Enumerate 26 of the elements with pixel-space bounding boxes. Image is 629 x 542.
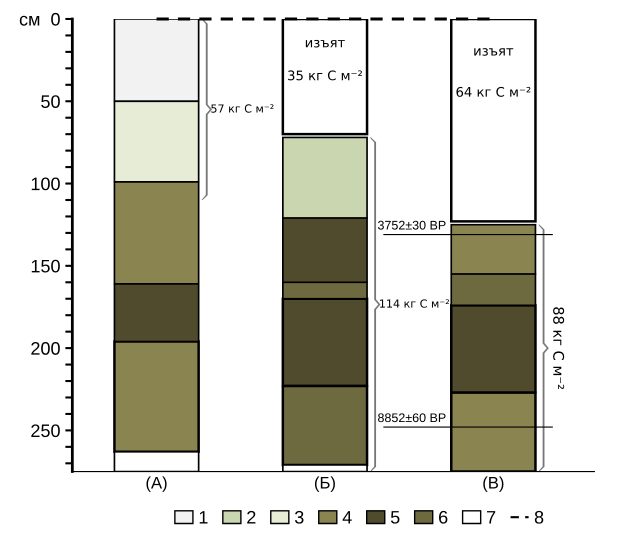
x-tick-label: (Б) xyxy=(314,476,335,492)
annotation: 114 кг C м⁻² xyxy=(380,299,449,308)
legend-label: 5 xyxy=(390,511,400,524)
annotation: 57 кг C м⁻² xyxy=(211,104,274,113)
annotation: 64 кг C м⁻² xyxy=(456,86,530,97)
legend-label: 2 xyxy=(247,510,256,524)
legend-label: 8 xyxy=(534,510,544,524)
y-tick-label: см 0 xyxy=(20,12,60,26)
ref-line-label: 3752±30 BP xyxy=(378,220,446,230)
y-tick-label: 150 xyxy=(32,260,60,273)
legend-label: 7 xyxy=(487,511,496,524)
x-tick-label: (А) xyxy=(146,476,167,492)
legend-label: 4 xyxy=(342,511,352,524)
legend-label: 1 xyxy=(200,511,208,524)
annotation: изъят xyxy=(474,48,514,56)
annotation: 35 кг C м⁻² xyxy=(288,70,362,80)
ref-line-label: 8852±60 BP xyxy=(378,413,446,422)
legend-label: 6 xyxy=(439,510,448,524)
y-tick-label: 250 xyxy=(31,424,60,438)
y-tick-label: 100 xyxy=(32,177,60,190)
x-tick-label: (В) xyxy=(483,476,504,492)
annotation: 88 кг C м⁻² xyxy=(553,307,564,390)
y-tick-label: 200 xyxy=(31,342,60,355)
annotation: изъят xyxy=(306,40,345,48)
y-tick-label: 50 xyxy=(41,95,60,108)
legend-label: 3 xyxy=(294,510,304,524)
